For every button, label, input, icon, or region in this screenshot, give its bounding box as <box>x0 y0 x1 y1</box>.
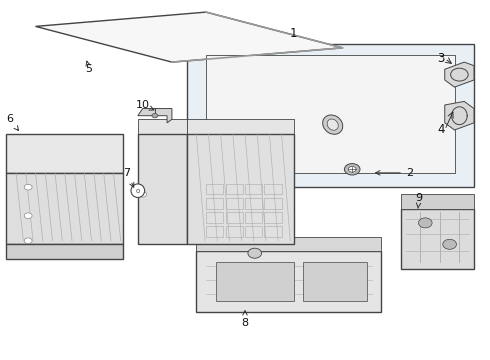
Bar <box>245 198 262 208</box>
Text: 9: 9 <box>416 193 423 208</box>
Circle shape <box>24 213 32 219</box>
Ellipse shape <box>327 119 338 130</box>
Circle shape <box>248 248 262 258</box>
Bar <box>265 184 282 194</box>
Polygon shape <box>187 119 294 134</box>
Text: 8: 8 <box>242 311 248 328</box>
Circle shape <box>443 239 457 249</box>
Polygon shape <box>187 44 474 187</box>
Polygon shape <box>303 262 367 301</box>
Polygon shape <box>138 119 187 134</box>
Polygon shape <box>6 134 123 173</box>
Bar <box>206 212 223 223</box>
Bar <box>225 212 243 223</box>
Polygon shape <box>138 109 172 123</box>
Bar <box>265 198 282 208</box>
Polygon shape <box>206 55 455 173</box>
Ellipse shape <box>131 184 145 198</box>
Text: 5: 5 <box>86 61 93 74</box>
Bar <box>265 212 282 223</box>
Text: 10: 10 <box>136 100 154 110</box>
Polygon shape <box>401 208 474 269</box>
Bar <box>206 184 223 194</box>
Bar <box>206 198 223 208</box>
Text: 2: 2 <box>375 168 413 178</box>
Bar <box>225 226 243 237</box>
Circle shape <box>418 218 432 228</box>
Text: o: o <box>136 188 140 194</box>
Bar <box>225 184 243 194</box>
Polygon shape <box>138 134 187 244</box>
Bar <box>245 184 262 194</box>
Polygon shape <box>445 102 474 130</box>
Polygon shape <box>445 62 474 87</box>
Polygon shape <box>196 237 381 251</box>
Polygon shape <box>187 134 294 244</box>
Text: 7: 7 <box>123 168 134 187</box>
Text: 6: 6 <box>6 114 19 131</box>
Text: 3: 3 <box>438 52 445 65</box>
Bar <box>206 226 223 237</box>
Polygon shape <box>6 244 123 258</box>
Circle shape <box>24 238 32 244</box>
Bar <box>265 226 282 237</box>
Bar <box>225 198 243 208</box>
Polygon shape <box>196 251 381 312</box>
Circle shape <box>152 113 158 118</box>
Polygon shape <box>216 262 294 301</box>
Text: 1: 1 <box>290 27 297 40</box>
Circle shape <box>24 184 32 190</box>
Circle shape <box>139 192 147 197</box>
Polygon shape <box>401 194 474 208</box>
Bar <box>245 212 262 223</box>
Polygon shape <box>6 173 123 244</box>
Circle shape <box>348 166 356 172</box>
Circle shape <box>344 163 360 175</box>
Polygon shape <box>35 12 343 62</box>
Ellipse shape <box>323 115 343 134</box>
Text: 4: 4 <box>437 123 445 136</box>
Bar <box>245 226 262 237</box>
